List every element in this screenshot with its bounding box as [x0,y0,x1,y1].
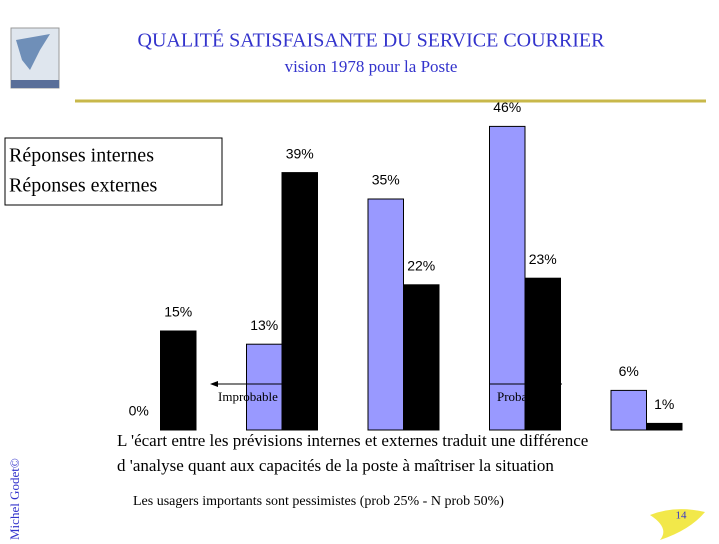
value-label: 15% [164,304,192,320]
plot: 0%13%35%46%6%Improbable Probable15%39%22%… [129,99,683,431]
value-label: 13% [250,317,278,333]
bar [489,125,526,431]
annotation: Improbable [218,389,278,404]
subtitle: vision 1978 pour la Poste [285,57,458,76]
value-label: 39% [286,145,314,161]
bar [281,172,318,431]
bar [367,198,404,431]
value-label: 46% [493,99,521,115]
bar [160,330,197,431]
bar [646,422,683,431]
value-label: 35% [372,172,400,188]
value-label: 23% [529,251,557,267]
legend-box [4,137,223,206]
author: Michel Godet© [7,458,22,540]
bar [246,343,283,431]
bar [403,284,440,431]
page-number: 14 [676,510,688,522]
legend-entry: Réponses internes [9,145,154,167]
bar [610,389,647,431]
bar [524,277,561,431]
value-label: 22% [407,258,435,274]
value-label: 0% [129,403,149,419]
value-label: 6% [619,363,639,379]
value-label: 1% [654,396,674,412]
note: Les usagers importants sont pessimistes … [133,494,504,509]
page-swoosh [650,509,705,540]
title: QUALITÉ SATISFAISANTE DU SERVICE COURRIE… [138,29,606,52]
logo [10,27,60,89]
note: L 'écart entre les prévisions internes e… [117,431,588,450]
note: d 'analyse quant aux capacités de la pos… [117,456,554,475]
arrowhead [210,381,218,387]
legend-entry: Réponses externes [9,175,158,197]
